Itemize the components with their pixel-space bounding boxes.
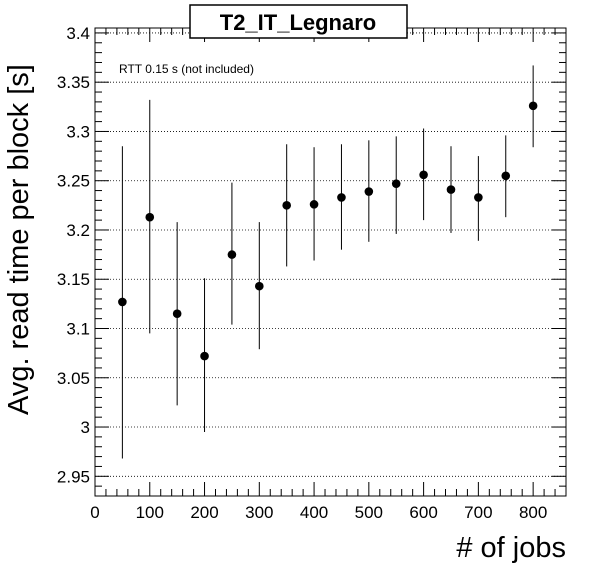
data-point (255, 281, 264, 291)
data-point (118, 297, 127, 307)
title-box: T2_IT_Legnaro (189, 4, 408, 39)
gridlines (95, 32, 566, 477)
y-tick-label: 3.2 (66, 221, 90, 240)
data-point (419, 170, 428, 180)
data-point (528, 101, 538, 111)
data-point (200, 351, 209, 361)
y-tick-label: 3.05 (57, 369, 90, 388)
data-point (337, 193, 346, 202)
y-tick-label: 2.95 (57, 467, 90, 486)
data-point (282, 201, 291, 210)
y-tick-label: 3.15 (57, 270, 90, 289)
y-tick-label: 3.1 (66, 320, 90, 339)
axis-ticks: 2.95 3 3.05 3.1 3.15 3.2 3.25 3.3 3.35 3.4 0 100 200… (57, 24, 566, 522)
y-tick-label: 3.35 (57, 73, 90, 92)
plot-frame (94, 27, 567, 497)
x-tick-label: 500 (355, 503, 383, 522)
chart-title: T2_IT_Legnaro (220, 10, 376, 35)
x-tick-label: 300 (245, 503, 273, 522)
data-point (172, 309, 182, 319)
y-tick-label: 3.3 (66, 122, 90, 141)
annotation-rtt: RTT 0.15 s (not included) (119, 62, 254, 76)
x-tick-label: 400 (300, 503, 328, 522)
data-point (145, 212, 155, 222)
y-axis-title: Avg. read time per block [s] (3, 64, 35, 415)
x-tick-label: 0 (90, 503, 99, 522)
x-tick-label: 600 (409, 503, 437, 522)
data-series (118, 65, 538, 459)
x-axis-title: # of jobs (456, 532, 566, 564)
x-tick-label: 200 (190, 503, 218, 522)
y-tick-label: 3.25 (57, 172, 90, 191)
x-tick-label: 700 (464, 503, 492, 522)
data-point (474, 193, 483, 202)
data-point (364, 187, 374, 196)
y-tick-label: 3 (81, 418, 90, 437)
data-point (309, 200, 319, 209)
data-point (227, 250, 237, 259)
data-point (446, 185, 456, 194)
data-point (501, 171, 511, 181)
data-point (391, 179, 401, 188)
x-tick-label: 100 (136, 503, 164, 522)
y-tick-label: 3.4 (66, 24, 90, 43)
x-tick-label: 800 (519, 503, 547, 522)
